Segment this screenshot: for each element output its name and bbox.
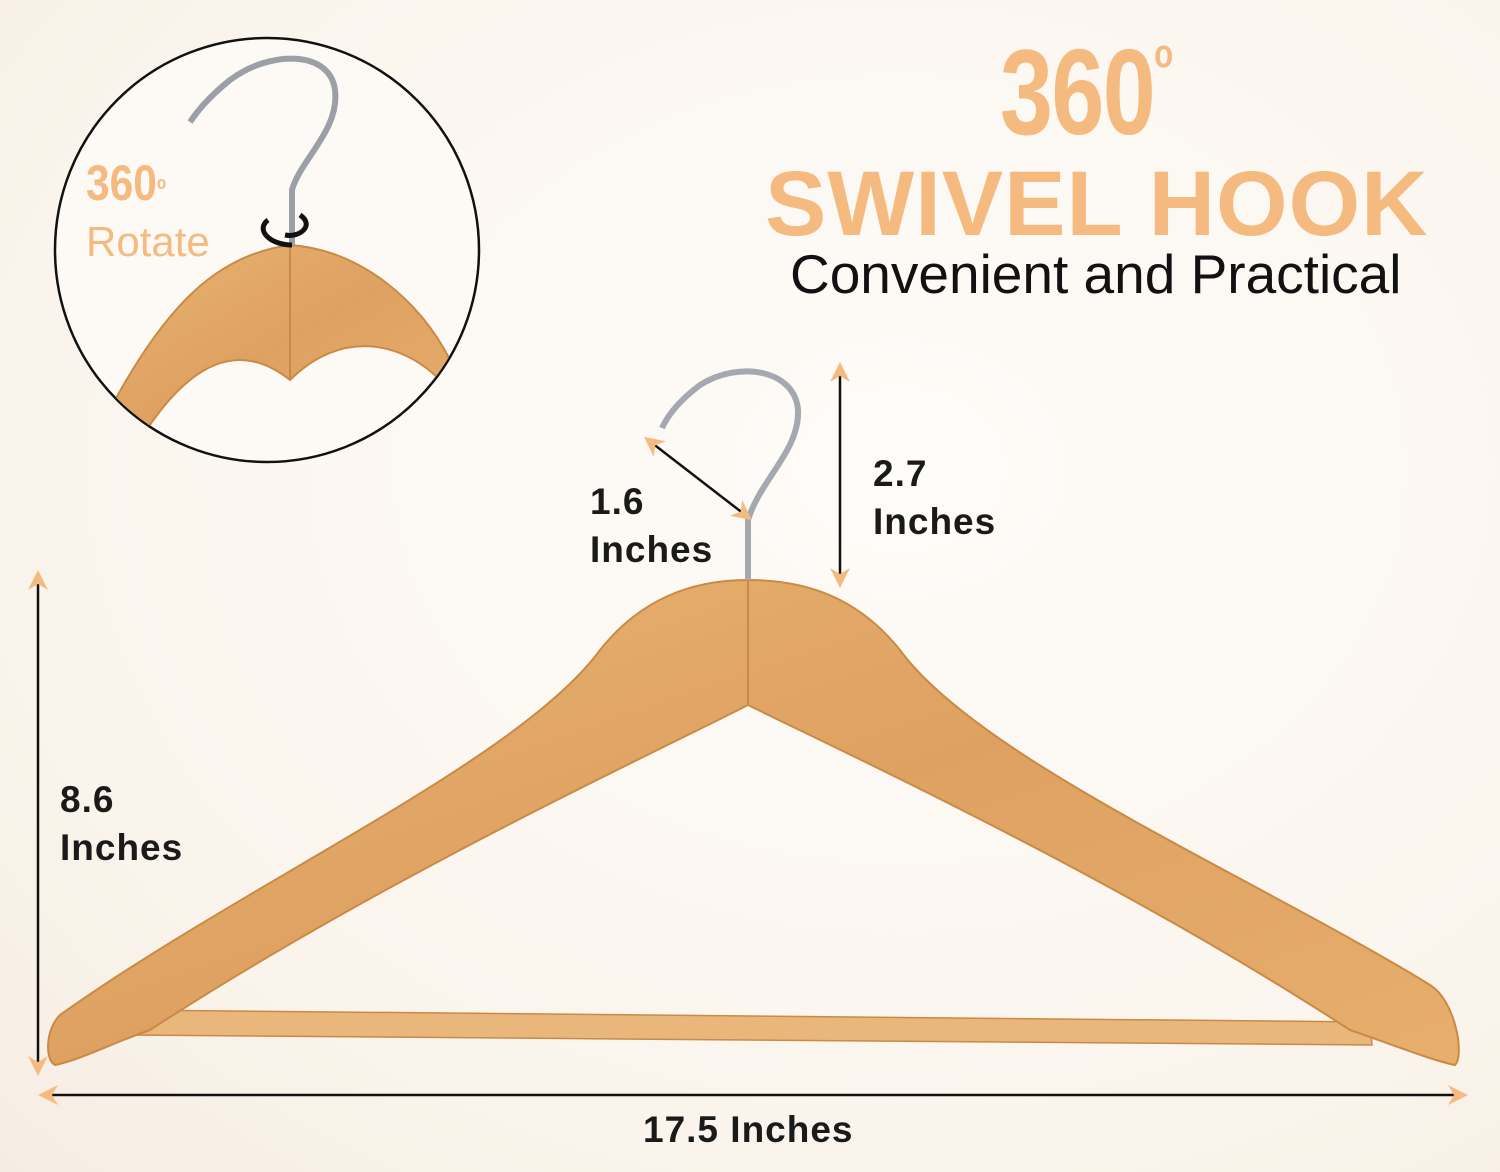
headline-number: 360o (1000, 24, 1173, 160)
wooden-hanger (47, 368, 1460, 1067)
hook-closeup (187, 55, 339, 245)
hook-height-label: 2.7 Inches (873, 453, 997, 542)
rotation-inset (53, 36, 481, 464)
hanger-bar (129, 1009, 1373, 1046)
hook-width-label: 1.6 Inches (590, 481, 714, 570)
hanger-body (47, 578, 1460, 1067)
headline-title: SWIVEL HOOK (765, 153, 1429, 255)
headline-subtitle: Convenient and Practical (790, 243, 1402, 305)
hanger-height-label: 8.6 Inches (60, 779, 184, 868)
inset-rotate-label: 360o Rotate (86, 155, 210, 265)
dimension-arrows (28, 362, 1468, 1105)
hanger-width-label: 17.5 Inches (643, 1109, 854, 1150)
rotate-arrow-icon (260, 212, 309, 248)
hook (659, 368, 802, 580)
